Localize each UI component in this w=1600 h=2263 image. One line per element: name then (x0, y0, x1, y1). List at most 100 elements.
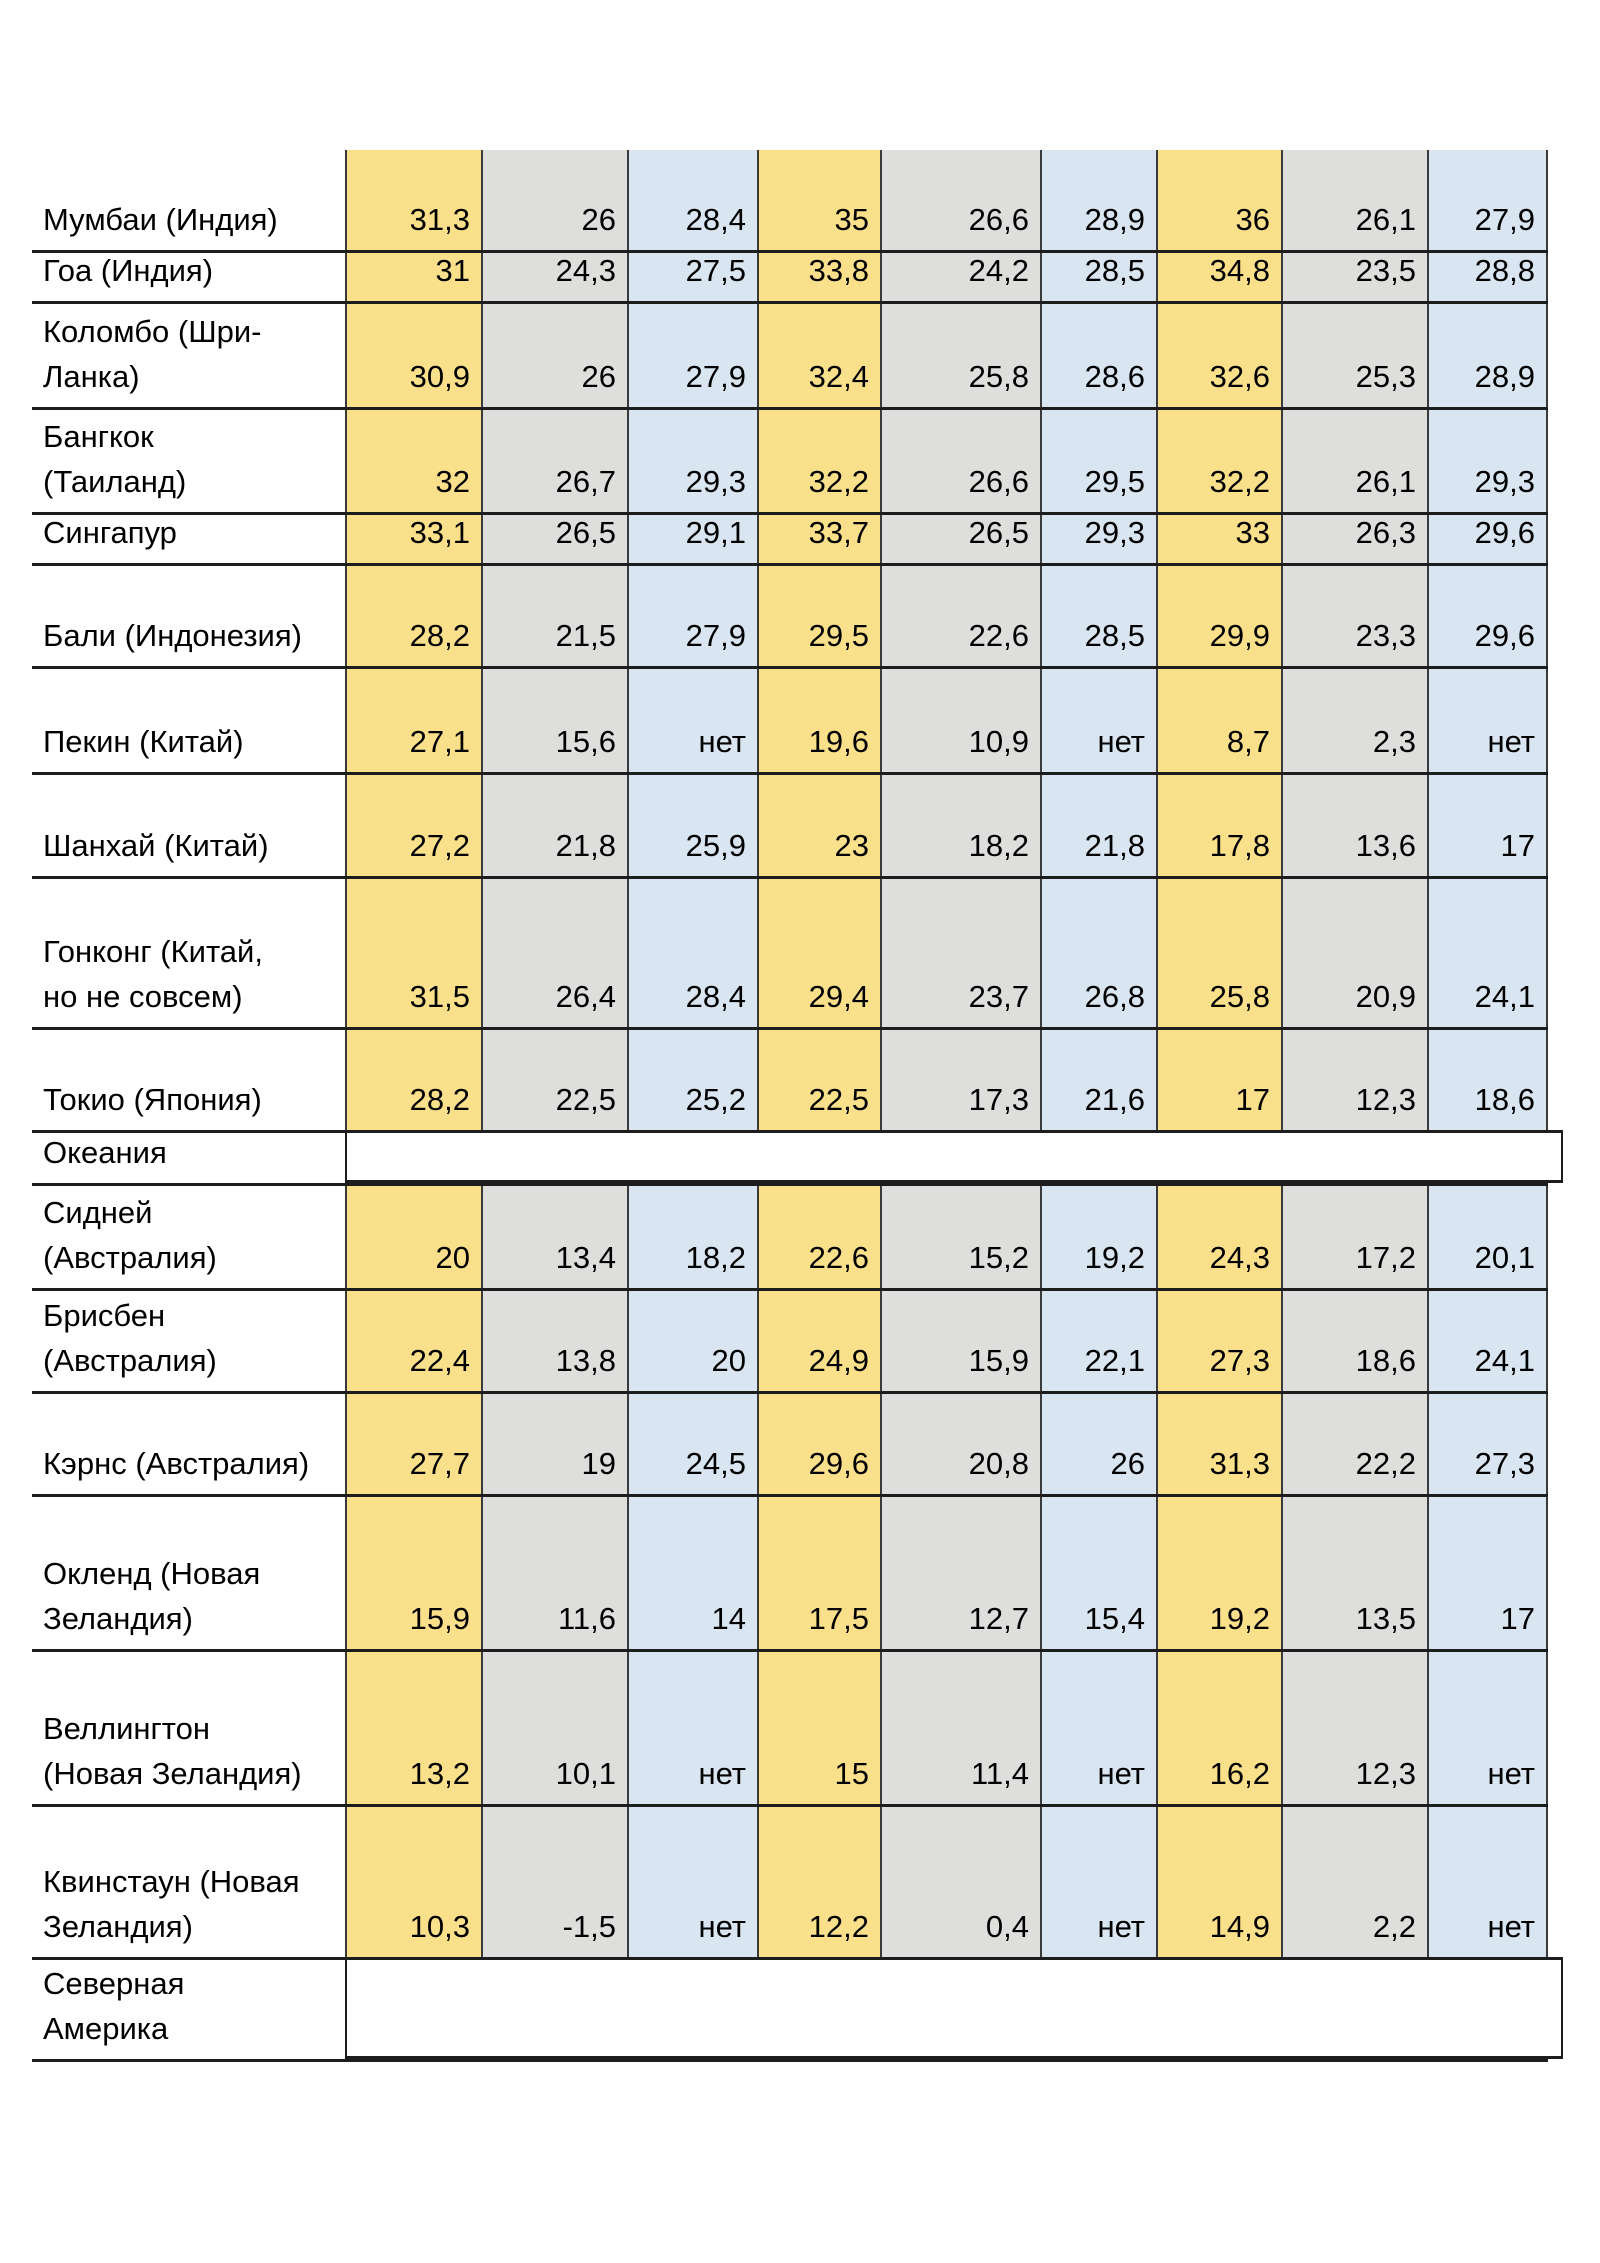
temp-cell: нет (1040, 1652, 1156, 1804)
temp-cell: 26,1 (1281, 150, 1427, 250)
temp-cell: 15,6 (481, 669, 627, 772)
temp-cell: 19 (481, 1394, 627, 1494)
table-row: Бали (Индонезия) 28,2 21,5 27,9 29,5 22,6 28,5… (32, 566, 1548, 669)
temp-cell: 13,4 (481, 1186, 627, 1288)
row-label: Гоа (Индия) (32, 253, 345, 301)
temp-cell: 17,8 (1156, 775, 1281, 876)
temp-cell: 28,2 (345, 566, 481, 666)
temp-cell: 34,8 (1156, 253, 1281, 301)
temp-cell: 28,6 (1040, 304, 1156, 407)
temp-cell: 17 (1156, 1030, 1281, 1130)
temp-cell: 33,8 (757, 253, 880, 301)
row-label: Пекин (Китай) (32, 669, 345, 772)
temp-cell: 27,9 (627, 304, 757, 407)
temp-cell: 25,8 (1156, 879, 1281, 1027)
temp-cell: 33,7 (757, 515, 880, 563)
temp-cell: 32,2 (1156, 410, 1281, 512)
temp-cell: 31,5 (345, 879, 481, 1027)
temp-cell: 29,3 (627, 410, 757, 512)
temp-cell: 21,8 (1040, 775, 1156, 876)
temp-cell: 20,8 (880, 1394, 1040, 1494)
temp-cell: 22,6 (757, 1186, 880, 1288)
table-row: Шанхай (Китай) 27,2 21,8 25,9 23 18,2 21,8 17,8… (32, 775, 1548, 879)
temp-cell: 21,5 (481, 566, 627, 666)
temp-cell: 17,5 (757, 1497, 880, 1649)
temp-cell: -1,5 (481, 1807, 627, 1957)
temp-cell: 22,5 (481, 1030, 627, 1130)
temp-cell: 28,4 (627, 150, 757, 250)
temp-cell: 2,3 (1281, 669, 1427, 772)
temp-cell: 27,3 (1156, 1291, 1281, 1391)
temp-cell: 28,5 (1040, 253, 1156, 301)
temp-cell: 25,9 (627, 775, 757, 876)
row-label: Коломбо (Шри- Ланка) (32, 304, 345, 407)
temp-cell: 29,6 (1427, 566, 1548, 666)
section-row: Северная Америка (32, 1957, 1563, 2062)
temp-cell: 24,3 (1156, 1186, 1281, 1288)
temp-cell: 16,2 (1156, 1652, 1281, 1804)
temp-cell: 19,6 (757, 669, 880, 772)
temp-cell: 27,7 (345, 1394, 481, 1494)
table-row: Окленд (Новая Зеландия) 15,9 11,6 14 17,5 12,… (32, 1497, 1548, 1652)
temp-cell: нет (1040, 1807, 1156, 1957)
temp-cell: нет (1427, 1652, 1548, 1804)
temp-cell: нет (627, 669, 757, 772)
temp-cell: 25,8 (880, 304, 1040, 407)
temp-cell: 26,1 (1281, 410, 1427, 512)
temp-cell: 10,9 (880, 669, 1040, 772)
temp-cell: 12,7 (880, 1497, 1040, 1649)
table-row: Бангкок (Таиланд) 32 26,7 29,3 32,2 26,6 29,5 3… (32, 410, 1548, 515)
temp-cell: 23 (757, 775, 880, 876)
temp-cell: 27,9 (1427, 150, 1548, 250)
table-row: Сингапур 33,1 26,5 29,1 33,7 26,5 29,3 33 26,3 29… (32, 515, 1548, 566)
table-row: Кэрнс (Австралия) 27,7 19 24,5 29,6 20,8 26 31,… (32, 1394, 1548, 1497)
temp-cell: 26,8 (1040, 879, 1156, 1027)
temp-cell: 13,6 (1281, 775, 1427, 876)
temp-cell: 12,3 (1281, 1652, 1427, 1804)
temp-cell: 15 (757, 1652, 880, 1804)
temp-cell: 18,2 (627, 1186, 757, 1288)
temp-cell: 18,2 (880, 775, 1040, 876)
table-row: Пекин (Китай) 27,1 15,6 нет 19,6 10,9 нет 8,7 2,… (32, 669, 1548, 775)
temp-cell: 29,6 (757, 1394, 880, 1494)
temp-cell: 26,5 (481, 515, 627, 563)
temp-cell: 17,2 (1281, 1186, 1427, 1288)
temp-cell: 17 (1427, 775, 1548, 876)
temp-cell: 28,8 (1427, 253, 1548, 301)
table-row: Веллингтон (Новая Зеландия) 13,2 10,1 нет 15… (32, 1652, 1548, 1807)
temp-cell: 14,9 (1156, 1807, 1281, 1957)
table-row: Сидней (Австралия) 20 13,4 18,2 22,6 15,2 19,2… (32, 1186, 1548, 1291)
temp-cell: 31,3 (345, 150, 481, 250)
temp-cell: 26,5 (880, 515, 1040, 563)
temp-cell: 29,5 (757, 566, 880, 666)
row-label: Океания (32, 1133, 345, 1183)
temp-cell: 26 (481, 304, 627, 407)
temp-cell: 28,9 (1040, 150, 1156, 250)
table-row: Гоа (Индия) 31 24,3 27,5 33,8 24,2 28,5 34,8 23,… (32, 253, 1548, 304)
temp-cell: нет (1040, 669, 1156, 772)
row-label: Гонконг (Китай, но не совсем) (32, 879, 345, 1027)
temp-cell: 8,7 (1156, 669, 1281, 772)
row-label: Окленд (Новая Зеландия) (32, 1497, 345, 1649)
row-label: Шанхай (Китай) (32, 775, 345, 876)
temp-cell: 24,9 (757, 1291, 880, 1391)
temp-cell: 18,6 (1427, 1030, 1548, 1130)
temp-cell: 23,7 (880, 879, 1040, 1027)
temp-cell: 24,5 (627, 1394, 757, 1494)
temp-cell: 24,3 (481, 253, 627, 301)
temp-cell: 29,9 (1156, 566, 1281, 666)
temp-cell: 23,5 (1281, 253, 1427, 301)
temperature-table: Мумбаи (Индия) 31,3 26 28,4 35 26,6 28,9 36 26,1… (32, 150, 1563, 2062)
temp-cell: нет (627, 1652, 757, 1804)
temp-cell: 17,3 (880, 1030, 1040, 1130)
temp-cell: 21,6 (1040, 1030, 1156, 1130)
temp-cell: нет (627, 1807, 757, 1957)
temp-cell: 25,2 (627, 1030, 757, 1130)
temp-cell: 32,4 (757, 304, 880, 407)
temp-cell: 27,1 (345, 669, 481, 772)
temp-cell: 31,3 (1156, 1394, 1281, 1494)
row-label: Сингапур (32, 515, 345, 563)
temp-cell: 20 (345, 1186, 481, 1288)
temp-cell: 31 (345, 253, 481, 301)
row-label: Северная Америка (32, 1960, 345, 2059)
